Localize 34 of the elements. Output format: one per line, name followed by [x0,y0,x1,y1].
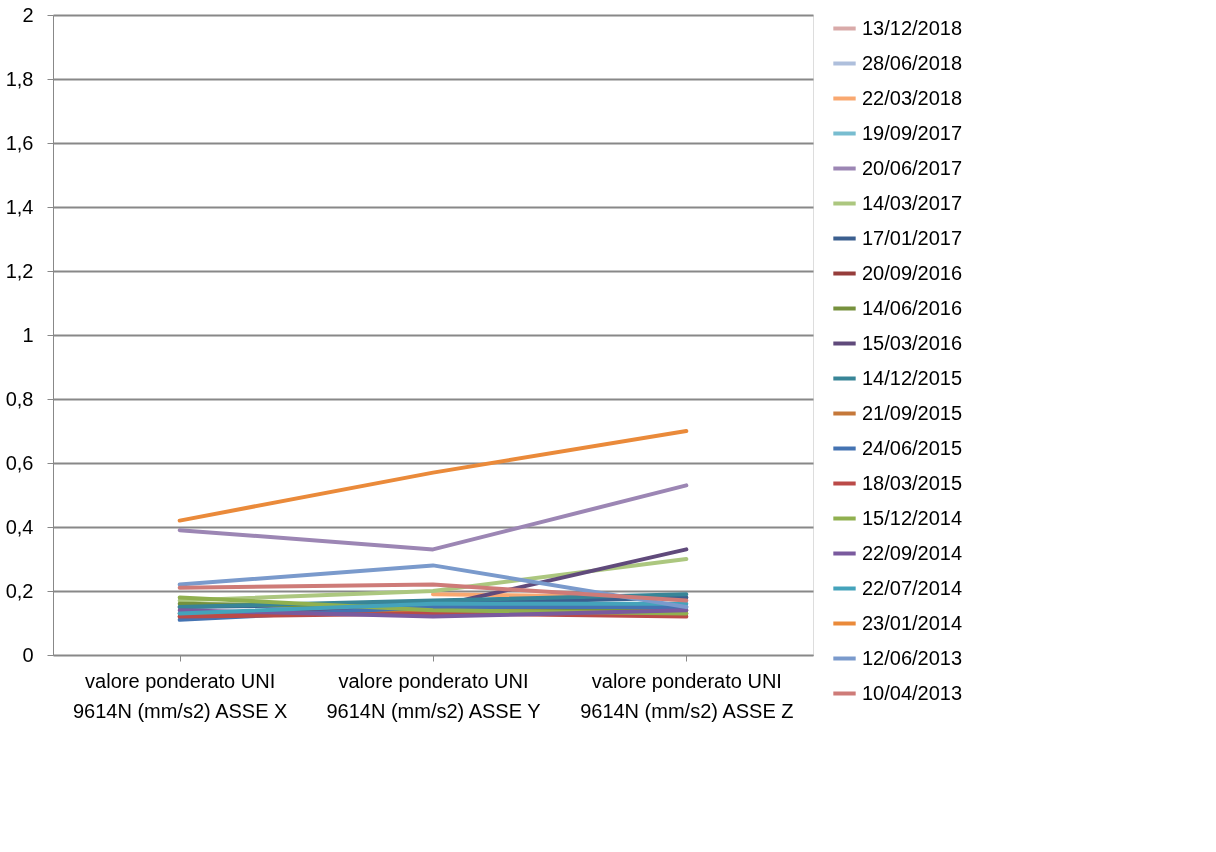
legend-label: 14/06/2016 [862,296,963,319]
y-tick-label: 0 [22,643,34,666]
legend-label: 14/12/2015 [862,366,963,389]
y-tick-label: 1,6 [5,131,34,154]
legend-label: 22/09/2014 [862,541,963,564]
legend-label: 19/09/2017 [862,121,963,144]
legend-label: 20/09/2016 [862,261,963,284]
legend-label: 15/12/2014 [862,506,963,529]
y-tick-label: 1 [22,323,34,346]
legend-label: 24/06/2015 [862,436,963,459]
y-tick-label: 1,8 [5,67,34,90]
y-tick-label: 1,2 [5,259,34,282]
legend-label: 17/01/2017 [862,226,963,249]
x-tick-label: valore ponderato UNI 9614N (mm/s2) ASSE Z [580,669,794,722]
legend-label: 20/06/2017 [862,156,963,179]
legend-label: 28/06/2018 [862,51,963,74]
legend-label: 10/04/2013 [862,681,963,704]
legend-label: 22/07/2014 [862,576,963,599]
y-tick-label: 0,6 [5,451,34,474]
legend-label: 22/03/2018 [862,86,963,109]
x-tick-label: valore ponderato UNI 9614N (mm/s2) ASSE Y [326,669,541,722]
legend-label: 21/09/2015 [862,401,963,424]
legend-label: 15/03/2016 [862,331,963,354]
legend-label: 18/03/2015 [862,471,963,494]
legend-label: 12/06/2013 [862,646,963,669]
x-tick-label: valore ponderato UNI 9614N (mm/s2) ASSE X [72,669,288,722]
legend-label: 23/01/2014 [862,611,963,634]
legend-label: 13/12/2018 [862,16,963,39]
y-tick-label: 1,4 [5,195,34,218]
y-tick-label: 0,8 [5,387,34,410]
y-tick-label: 0,2 [5,579,34,602]
y-tick-label: 0,4 [5,515,34,538]
y-tick-label: 2 [22,3,34,26]
legend-label: 14/03/2017 [862,191,963,214]
